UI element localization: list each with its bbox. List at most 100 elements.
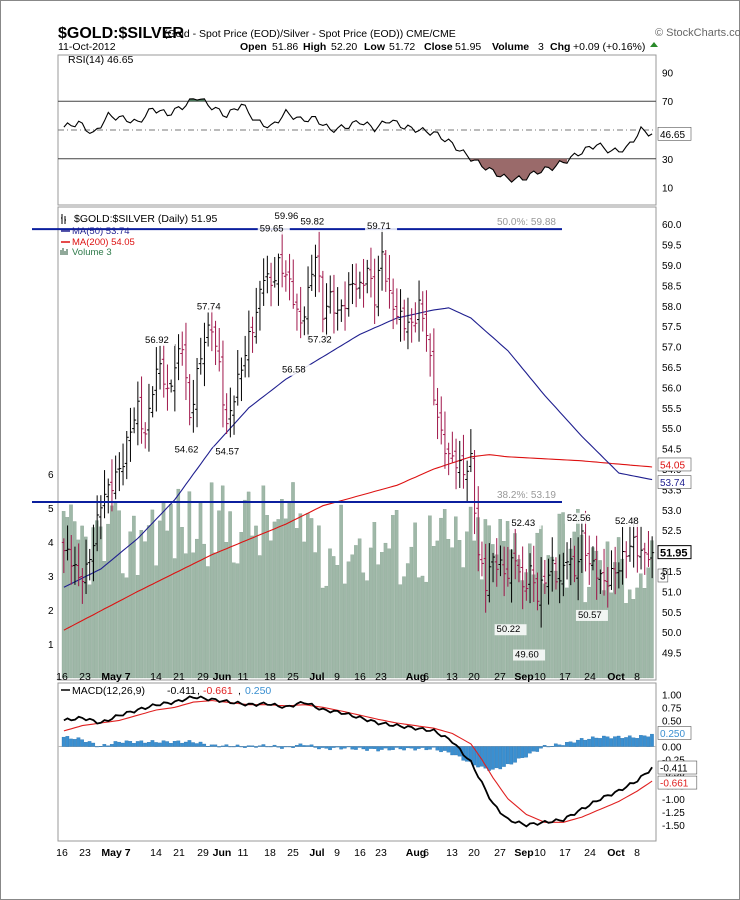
- volume-bar: [287, 501, 292, 679]
- x-axis-label: May 7: [101, 671, 130, 683]
- macd-hist-bar: [191, 742, 195, 747]
- ohlc-bar: [472, 450, 477, 535]
- ohlc-bar: [124, 430, 129, 480]
- ohlc-bar: [213, 320, 218, 366]
- price-tick-label: 56.5: [662, 363, 682, 374]
- macd-hist-bar: [550, 746, 554, 747]
- price-tick-label: 59.0: [662, 261, 682, 272]
- macd-hist-bar: [498, 746, 503, 770]
- ohlc-bar: [572, 545, 577, 583]
- volume-bar: [328, 548, 332, 679]
- price-tick-label: 58.5: [662, 281, 682, 292]
- macd-hist-bar: [306, 745, 310, 747]
- macd-hist-bar: [302, 745, 306, 747]
- ohlc-bar: [280, 230, 285, 288]
- volume-bar: [291, 482, 295, 679]
- ohlc-bar: [498, 545, 503, 577]
- volume-bar: [417, 577, 421, 679]
- volume-bar: [424, 581, 428, 679]
- macd-hist-bar: [420, 746, 425, 748]
- macd-hist-bar: [598, 738, 602, 747]
- macd-hist-bar: [583, 739, 588, 747]
- volume-bar: [198, 501, 203, 679]
- macd-hist-bar: [542, 745, 547, 747]
- x-axis-label: 24: [584, 671, 596, 683]
- macd-panel: 1.000.750.500.250.00-0.25-0.50-0.75-1.00…: [57, 682, 698, 842]
- x-axis-label: 21: [173, 847, 185, 859]
- ohlc-bar: [428, 333, 433, 377]
- ohlc-bar: [135, 381, 140, 446]
- x-axis-label: 13: [446, 847, 458, 859]
- macd-hist-bar: [146, 742, 151, 747]
- high-label: High: [303, 41, 326, 53]
- macd-tick-label: 0.00: [662, 743, 682, 754]
- macd-hist-bar: [491, 746, 495, 770]
- macd-hist-bar: [402, 746, 406, 751]
- macd-hist-bar: [383, 746, 388, 749]
- volume-value: 3: [538, 41, 544, 53]
- ohlc-bar: [380, 228, 385, 291]
- volume-bar: [76, 539, 81, 679]
- macd-hist-bar: [72, 739, 77, 747]
- ohlc-bar: [150, 386, 155, 418]
- volume-bar: [276, 519, 280, 679]
- macd-hist-bar: [172, 741, 177, 747]
- ohlc-bar: [568, 538, 573, 586]
- volume-bar: [368, 547, 373, 679]
- ohlc-bar: [313, 244, 318, 297]
- volume-bar: [117, 510, 121, 679]
- macd-hist-bar: [539, 746, 543, 749]
- price-annotation: 50.57: [578, 610, 602, 621]
- ohlc-bar: [465, 460, 470, 502]
- macd-signal-line: [63, 699, 653, 823]
- x-axis-label: Oct: [607, 847, 625, 859]
- volume-bar: [605, 541, 610, 679]
- volume-bar: [150, 509, 155, 679]
- macd-hist-bar: [646, 736, 651, 747]
- macd-hist-bar: [590, 736, 595, 747]
- macd-hist-bar: [165, 741, 170, 747]
- volume-bar: [565, 587, 569, 679]
- volume-bar: [313, 552, 317, 679]
- ma50-line: [63, 307, 653, 588]
- volume-bar: [65, 517, 70, 679]
- x-axis-label: 13: [446, 671, 458, 683]
- macd-hist-bar: [417, 746, 421, 749]
- macd-hist-bar: [61, 736, 66, 747]
- macd-hist-bar: [280, 746, 284, 749]
- annotation-bg: [143, 334, 176, 346]
- macd-hist-bar: [609, 738, 614, 747]
- volume-tick-label: 1: [48, 640, 54, 651]
- price-annotation: 49.60: [515, 650, 539, 661]
- ohlc-bar: [424, 290, 429, 352]
- volume-bar: [431, 546, 436, 679]
- chg-value: +0.09 (+0.16%): [573, 41, 645, 53]
- ohlc-bar: [413, 302, 418, 333]
- volume-bar: [87, 584, 92, 679]
- macd-hist-bar: [642, 735, 647, 747]
- volume-bar: [472, 540, 477, 679]
- ohlc-bar: [180, 331, 185, 366]
- volume-bar: [206, 566, 210, 679]
- macd-hist-bar: [631, 737, 636, 747]
- volume-bar: [213, 552, 218, 679]
- volume-bar: [165, 530, 169, 679]
- rsi-tick-label: 30: [662, 155, 674, 166]
- ohlc-bar: [442, 411, 447, 469]
- volume-bar: [306, 513, 310, 679]
- ohlc-bar: [202, 322, 207, 387]
- macd-hist-bar: [350, 746, 355, 750]
- volume-bar: [405, 563, 410, 679]
- volume-bar: [294, 528, 299, 679]
- volume-bar: [468, 506, 473, 679]
- macd-hist-bar: [128, 741, 133, 747]
- x-axis-label: 9: [334, 671, 340, 683]
- volume-bar: [265, 515, 269, 679]
- ohlc-bar: [246, 310, 251, 378]
- macd-hist-bar: [232, 746, 236, 748]
- ohlc-bar: [502, 546, 507, 597]
- x-axis-label: 17: [559, 847, 571, 859]
- x-axis-label: 8: [634, 671, 640, 683]
- ohlc-bar: [613, 546, 618, 595]
- macd-legend-hist: 0.250: [245, 685, 271, 697]
